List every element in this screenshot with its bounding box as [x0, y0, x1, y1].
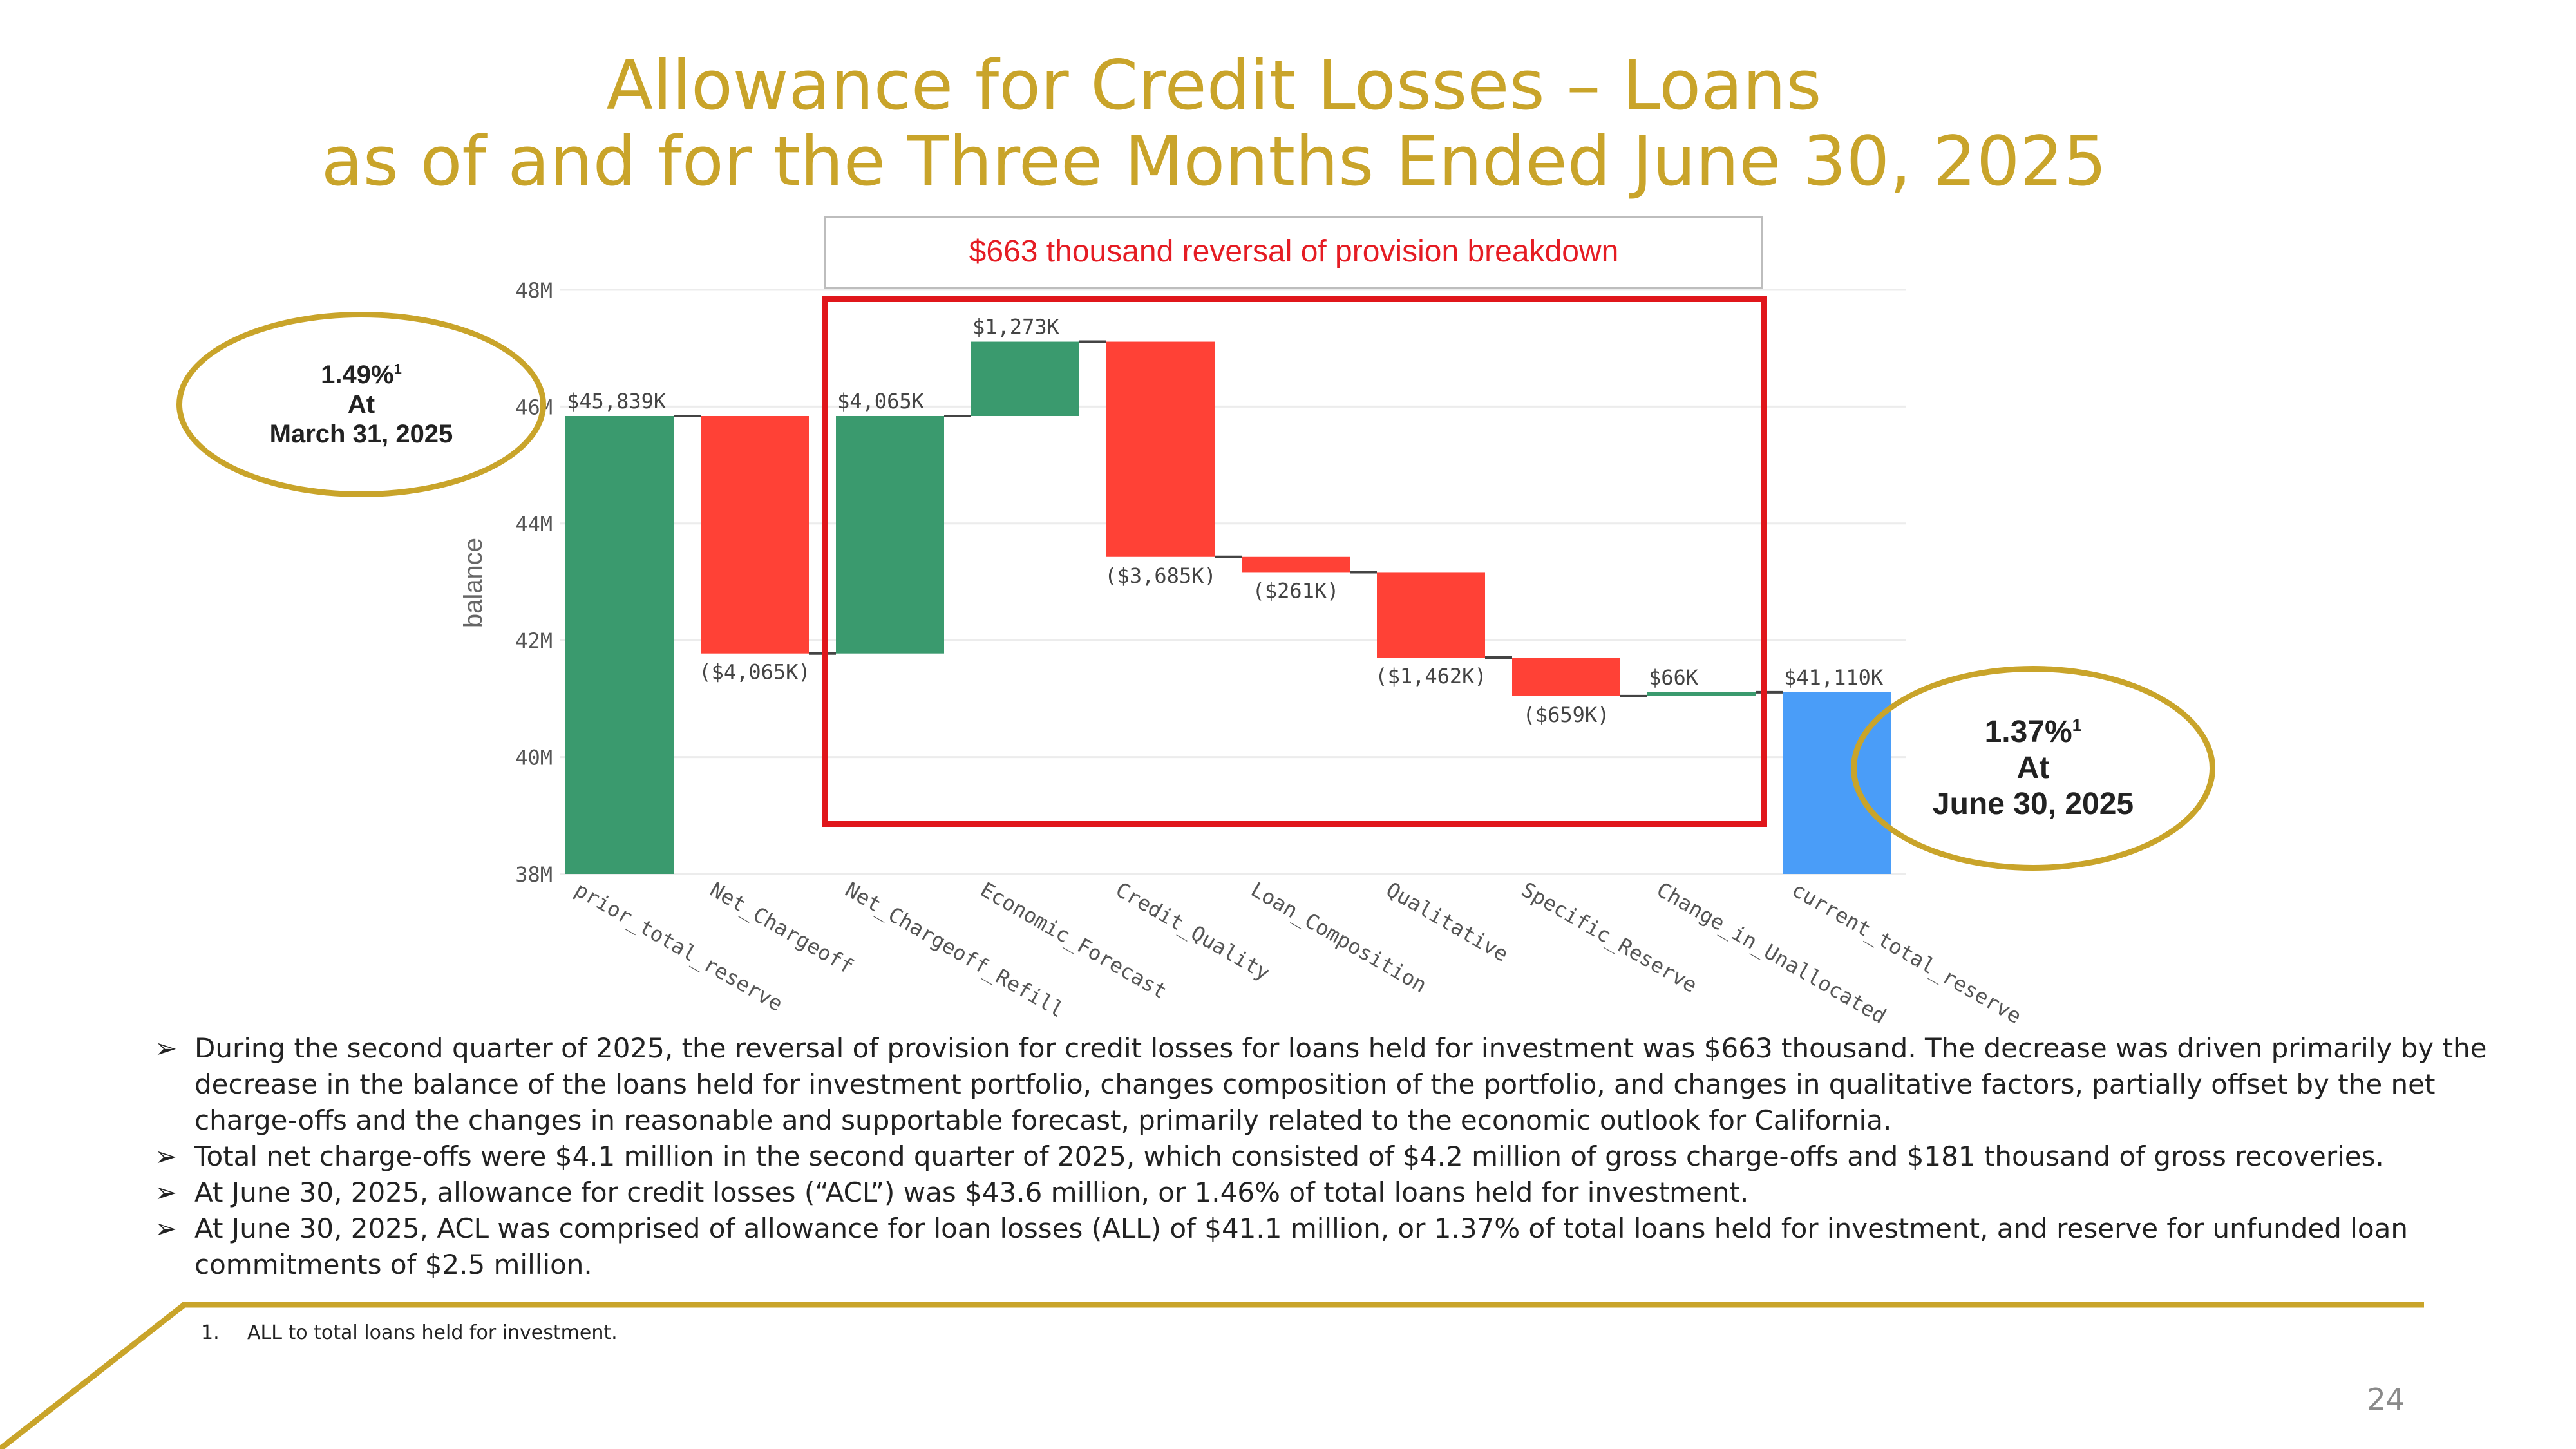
- y-tick-label: 48M: [515, 278, 553, 303]
- data-label: ($3,685K): [1104, 564, 1216, 588]
- x-tick-label: Net_Chargeoff_Refill: [841, 877, 1068, 1023]
- data-label: ($1,462K): [1375, 664, 1486, 688]
- bullet-item: ➢ At June 30, 2025, ACL was comprised of …: [155, 1211, 2499, 1283]
- callout-ratio: 1.49%1: [321, 361, 402, 389]
- data-label: ($4,065K): [699, 660, 810, 685]
- waterfall-bar: [1377, 572, 1485, 658]
- y-axis-title: balance: [459, 538, 488, 628]
- y-tick-label: 42M: [515, 629, 553, 653]
- footnote-text: ALL to total loans held for investment.: [247, 1321, 618, 1344]
- waterfall-bar: [836, 416, 944, 654]
- waterfall-bar: [1647, 692, 1756, 696]
- ratio-callout-june: 1.37%1 At June 30, 2025: [1851, 666, 2215, 871]
- callout-date: March 31, 2025: [269, 420, 453, 448]
- slide-title-line2: as of and for the Three Months Ended Jun…: [321, 122, 2107, 201]
- callout-ratio: 1.37%1: [1984, 715, 2082, 749]
- page-number: 24: [2367, 1382, 2405, 1417]
- slide-title-line1: Allowance for Credit Losses – Loans: [606, 46, 1822, 125]
- data-label: $41,110K: [1784, 665, 1884, 690]
- waterfall-bar: [565, 416, 674, 874]
- commentary-bullets: ➢ During the second quarter of 2025, the …: [155, 1030, 2499, 1283]
- x-tick-label: Qualitative: [1382, 877, 1513, 967]
- data-label: ($261K): [1253, 578, 1340, 603]
- data-label: $45,839K: [567, 389, 667, 413]
- arrow-bullet-icon: ➢: [155, 1177, 178, 1208]
- y-tick-label: 40M: [515, 746, 553, 770]
- arrow-bullet-icon: ➢: [155, 1213, 178, 1244]
- y-tick-label: 38M: [515, 862, 553, 887]
- arrow-bullet-icon: ➢: [155, 1141, 178, 1172]
- provision-breakdown-label: $663 thousand reversal of provision brea…: [824, 216, 1763, 289]
- ratio-callout-march: 1.49%1 At March 31, 2025: [176, 312, 546, 497]
- footer-diagonal-line: [0, 1302, 186, 1449]
- data-label: $1,273K: [972, 315, 1060, 339]
- bullet-item: ➢ During the second quarter of 2025, the …: [155, 1030, 2499, 1139]
- x-tick-label: current_total_reserve: [1788, 877, 2025, 1028]
- arrow-bullet-icon: ➢: [155, 1032, 178, 1064]
- callout-at: At: [347, 390, 375, 419]
- callout-date: June 30, 2025: [1932, 787, 2134, 821]
- waterfall-bar: [701, 416, 809, 654]
- footnote-number: 1.: [201, 1321, 220, 1344]
- x-tick-label: Change_in_Unallocated: [1653, 877, 1890, 1028]
- waterfall-bar: [1242, 556, 1350, 573]
- bullet-item: ➢ Total net charge-offs were $4.1 million…: [155, 1139, 2499, 1175]
- data-label: ($659K): [1523, 703, 1610, 727]
- waterfall-bar: [1512, 658, 1620, 696]
- bullet-item: ➢ At June 30, 2025, allowance for credit …: [155, 1175, 2499, 1211]
- callout-at: At: [2016, 751, 2050, 785]
- data-label: $66K: [1649, 665, 1699, 690]
- y-tick-label: 44M: [515, 512, 553, 536]
- footnote: 1. ALL to total loans held for investment…: [201, 1321, 618, 1344]
- waterfall-bar: [971, 341, 1079, 417]
- waterfall-bar: [1106, 341, 1215, 557]
- data-label: $4,065K: [837, 389, 925, 413]
- provision-breakdown-highlight: [822, 296, 1767, 827]
